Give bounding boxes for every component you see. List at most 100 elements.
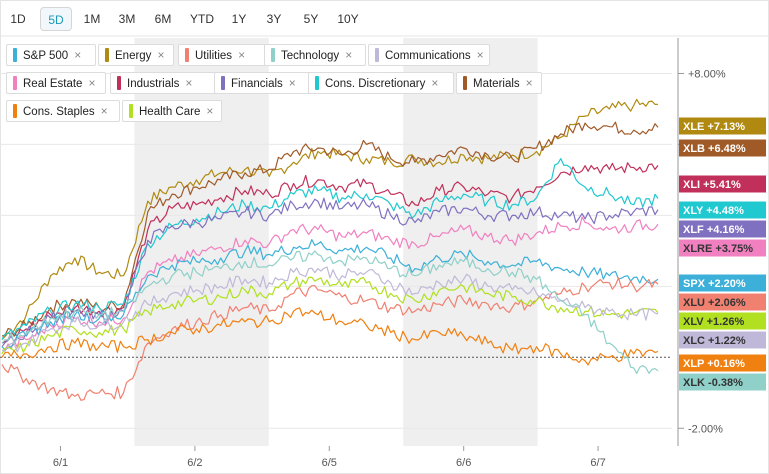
legend-label: Materials [473, 78, 520, 90]
legend-chip[interactable]: S&P 500 × [6, 44, 96, 66]
series-line-xle [1, 98, 659, 341]
series-tag-label: XLP +0.16% [683, 358, 745, 370]
series-tag-xle [679, 117, 766, 135]
series-tag-label: XLU +2.06% [683, 297, 746, 309]
legend-chip[interactable]: Health Care × [122, 100, 222, 122]
range-button-1d[interactable]: 1D [10, 12, 26, 26]
series-tag-xlb [679, 139, 766, 157]
legend-swatch [117, 76, 121, 90]
legend-swatch [271, 48, 275, 62]
legend-chip[interactable]: Materials × [456, 72, 542, 94]
legend-label: S&P 500 [23, 50, 69, 62]
series-line-xlre [1, 216, 659, 351]
remove-series-icon[interactable]: × [74, 48, 82, 62]
range-button-ytd[interactable]: YTD [190, 12, 214, 26]
legend-swatch [129, 104, 133, 118]
legend-chip[interactable]: Technology × [264, 44, 366, 66]
remove-series-icon[interactable]: × [476, 48, 484, 62]
legend-label: Industrials [127, 78, 180, 90]
series-tag-label: XLY +4.48% [683, 205, 744, 217]
x-tick-label: 6/5 [322, 457, 337, 469]
legend-swatch [185, 48, 189, 62]
range-button-3m[interactable]: 3M [118, 12, 136, 26]
series-line-xly [1, 158, 659, 340]
legend-chip[interactable]: Financials × [214, 72, 312, 94]
legend-label: Communications [385, 50, 471, 62]
series-tag-label: SPX +2.20% [683, 278, 746, 290]
legend-swatch [463, 76, 467, 90]
series-tag-xlp [679, 354, 766, 372]
legend-label: Health Care [139, 106, 201, 118]
series-tag-xlk [679, 373, 766, 391]
series-tag-label: XLF +4.16% [683, 224, 745, 236]
range-button-1y[interactable]: 1Y [231, 12, 247, 26]
range-button-6m[interactable]: 6M [154, 12, 172, 26]
legend-chip[interactable]: Cons. Staples × [6, 100, 120, 122]
x-tick-label: 6/6 [456, 457, 471, 469]
legend-chip[interactable]: Utilities × [178, 44, 266, 66]
legend-chip[interactable]: Industrials × [110, 72, 216, 94]
remove-series-icon[interactable]: × [88, 76, 96, 90]
series-tag-xlf [679, 220, 766, 238]
legend-swatch [13, 48, 17, 62]
x-tick-label: 6/1 [53, 457, 68, 469]
legend-label: Cons. Discretionary [325, 78, 426, 90]
legend-chip[interactable]: Real Estate × [6, 72, 106, 94]
series-line-xlu [1, 277, 659, 401]
series-line-xlv [1, 276, 659, 355]
x-tick-label: 6/2 [187, 457, 202, 469]
legend-swatch [105, 48, 109, 62]
series-tag-xlu [679, 293, 766, 311]
legend-swatch [375, 48, 379, 62]
legend-swatch [13, 76, 17, 90]
range-button-1m[interactable]: 1M [83, 12, 101, 26]
legend-chip[interactable]: Communications × [368, 44, 490, 66]
remove-series-icon[interactable]: × [288, 76, 296, 90]
range-button-5y[interactable]: 5Y [303, 12, 319, 26]
series-tag-label: XLI +5.41% [683, 179, 741, 191]
range-button-3y[interactable]: 3Y [266, 12, 282, 26]
legend-label: Energy [115, 50, 152, 62]
shaded-session [403, 38, 538, 446]
x-tick-label: 6/7 [590, 457, 605, 469]
series-tag-label: XLRE +3.75% [683, 243, 753, 255]
legend-swatch [315, 76, 319, 90]
series-tag-xlv [679, 312, 766, 330]
series-tag-label: XLE +7.13% [683, 121, 745, 133]
series-tag-label: XLV +1.26% [683, 316, 744, 328]
legend-label: Utilities [195, 50, 233, 62]
remove-series-icon[interactable]: × [525, 76, 533, 90]
remove-series-icon[interactable]: × [431, 76, 439, 90]
y-tick-label: -2.00% [688, 423, 723, 435]
remove-series-icon[interactable]: × [157, 48, 165, 62]
remove-series-icon[interactable]: × [100, 104, 108, 118]
remove-series-icon[interactable]: × [206, 104, 214, 118]
series-tag-xlc [679, 331, 766, 349]
series-line-spx [1, 239, 659, 351]
time-range-selector: 1D 5D 1M 3M 6M YTD 1Y 3Y 5Y 10Y [0, 0, 769, 36]
series-tag-label: XLC +1.22% [683, 335, 746, 347]
series-tag-xli [679, 175, 766, 193]
legend-label: Cons. Staples [23, 106, 95, 118]
series-line-xlc [1, 266, 659, 353]
legend-chip[interactable]: Cons. Discretionary × [308, 72, 454, 94]
series-line-xlp [1, 307, 659, 366]
legend-label: Financials [231, 78, 283, 90]
remove-series-icon[interactable]: × [238, 48, 246, 62]
y-tick-label: +8.00% [688, 68, 726, 80]
legend-swatch [13, 104, 17, 118]
remove-series-icon[interactable]: × [185, 76, 193, 90]
series-line-xlk [1, 250, 659, 375]
series-line-xlb [1, 121, 659, 337]
series-tag-label: XLK -0.38% [683, 377, 743, 389]
series-tag-xlre [679, 239, 766, 257]
series-line-xlf [1, 197, 659, 348]
legend-chip[interactable]: Energy × [98, 44, 174, 66]
range-button-10y[interactable]: 10Y [337, 12, 359, 26]
range-button-5d[interactable]: 5D [40, 7, 72, 31]
series-tag-spx [679, 274, 766, 292]
legend-swatch [221, 76, 225, 90]
remove-series-icon[interactable]: × [345, 48, 353, 62]
legend-label: Technology [281, 50, 340, 62]
